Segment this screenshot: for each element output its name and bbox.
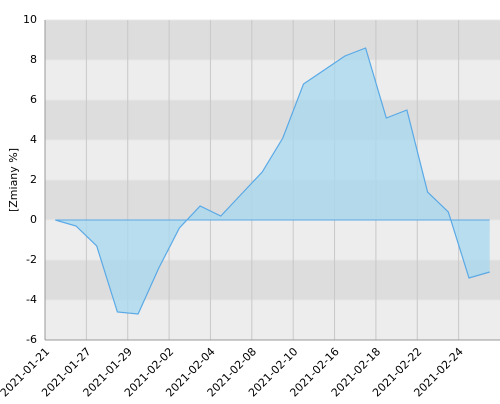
y-tick-label: -6	[26, 333, 37, 346]
grid-band	[45, 20, 500, 60]
grid-band	[45, 100, 500, 140]
area	[55, 48, 490, 314]
grid-band	[45, 60, 500, 100]
y-tick-label: 4	[30, 133, 37, 146]
y-tick-label: 10	[23, 13, 37, 26]
y-tick-label: 8	[30, 53, 37, 66]
grid-band	[45, 300, 500, 340]
line	[55, 47, 490, 315]
y-axis-label: [Zmiany %]	[7, 148, 20, 212]
y-tick-label: 6	[30, 93, 37, 106]
y-tick-label: 0	[30, 213, 37, 226]
y-tick-label: 2	[30, 173, 37, 186]
y-tick-label: -2	[26, 253, 37, 266]
y-tick-label: -4	[26, 293, 37, 306]
